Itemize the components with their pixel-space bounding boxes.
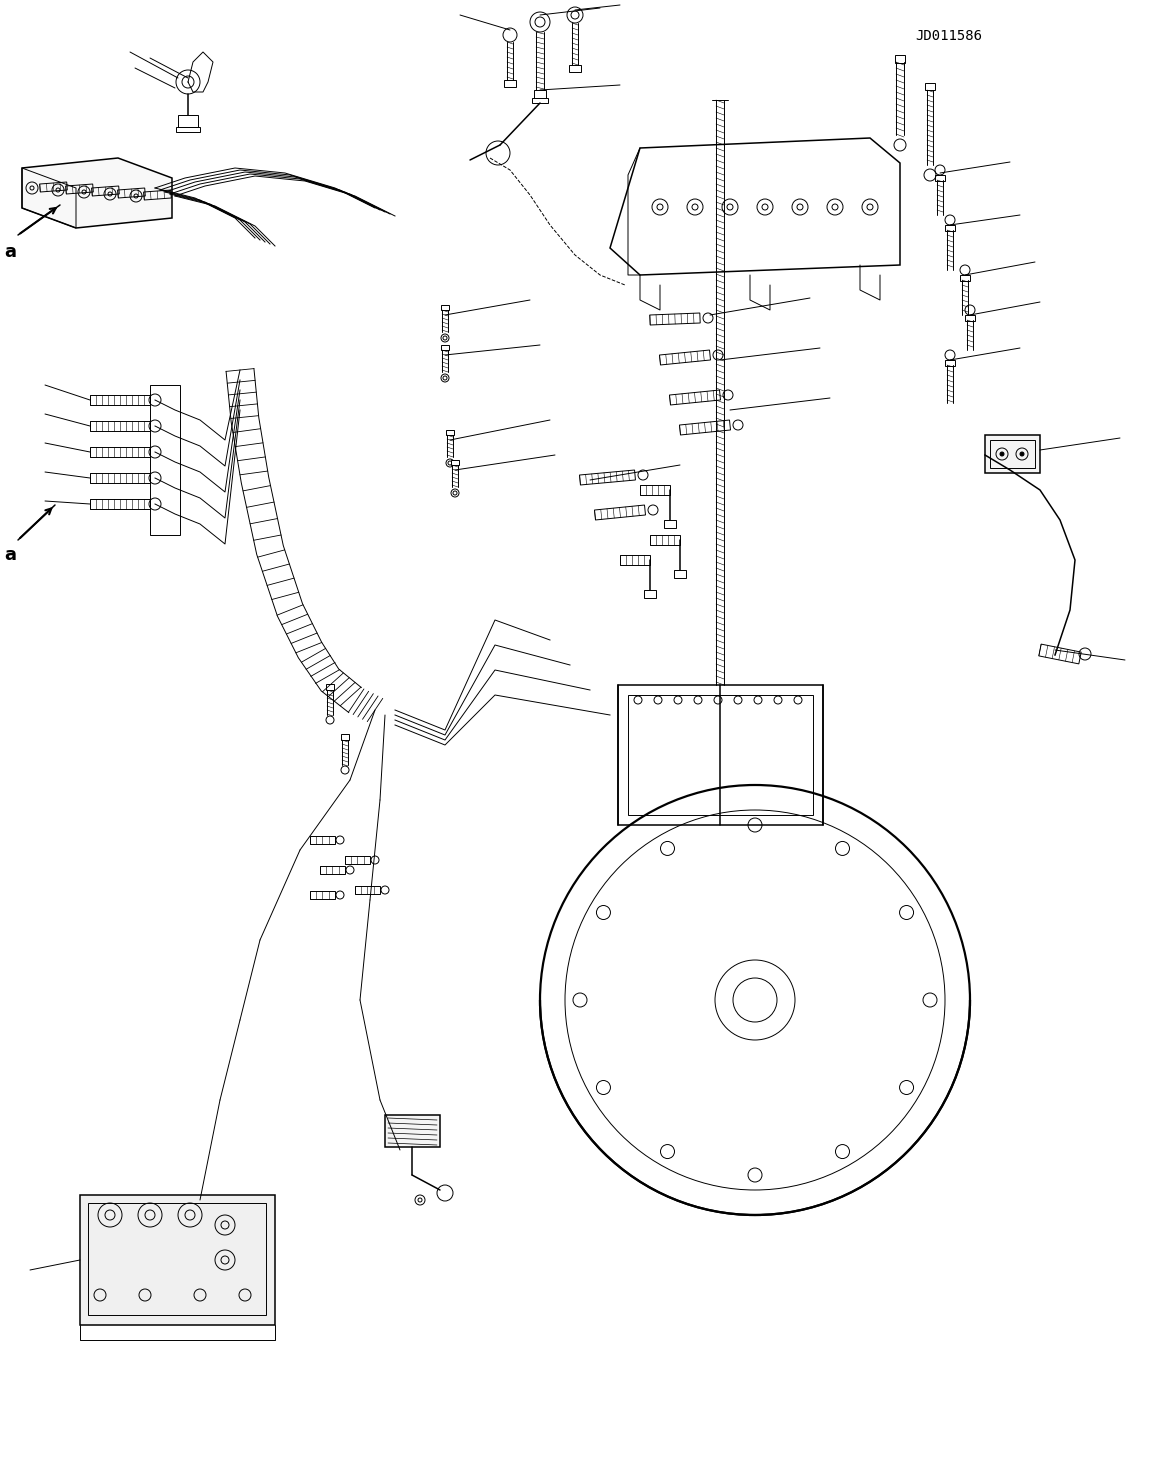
Bar — [446, 431, 454, 435]
Bar — [664, 520, 676, 527]
Bar — [441, 344, 449, 350]
Bar — [176, 127, 200, 132]
Bar — [628, 694, 813, 815]
Bar — [384, 1115, 440, 1147]
Bar — [340, 734, 349, 740]
Bar — [945, 360, 955, 366]
Bar — [80, 1195, 274, 1324]
Bar — [441, 305, 449, 311]
Bar — [327, 684, 334, 690]
Bar — [178, 114, 198, 127]
Circle shape — [1020, 453, 1024, 456]
Bar — [532, 98, 548, 103]
Bar — [569, 64, 581, 72]
Bar — [965, 315, 975, 321]
Bar — [990, 440, 1035, 467]
Circle shape — [1001, 453, 1004, 456]
Text: a: a — [3, 243, 16, 261]
Bar — [935, 174, 945, 182]
Text: a: a — [3, 546, 16, 564]
Bar — [895, 56, 906, 63]
Bar — [945, 226, 955, 231]
Bar — [88, 1203, 266, 1316]
Bar — [618, 686, 823, 825]
Bar — [925, 84, 935, 89]
Bar — [534, 89, 547, 98]
Bar — [644, 590, 655, 598]
Bar — [504, 81, 516, 86]
Bar — [985, 435, 1040, 473]
Polygon shape — [22, 158, 173, 229]
Bar — [960, 275, 970, 281]
Bar — [151, 385, 179, 535]
Bar — [450, 460, 459, 464]
Bar — [674, 570, 686, 579]
Text: JD011586: JD011586 — [916, 29, 982, 42]
